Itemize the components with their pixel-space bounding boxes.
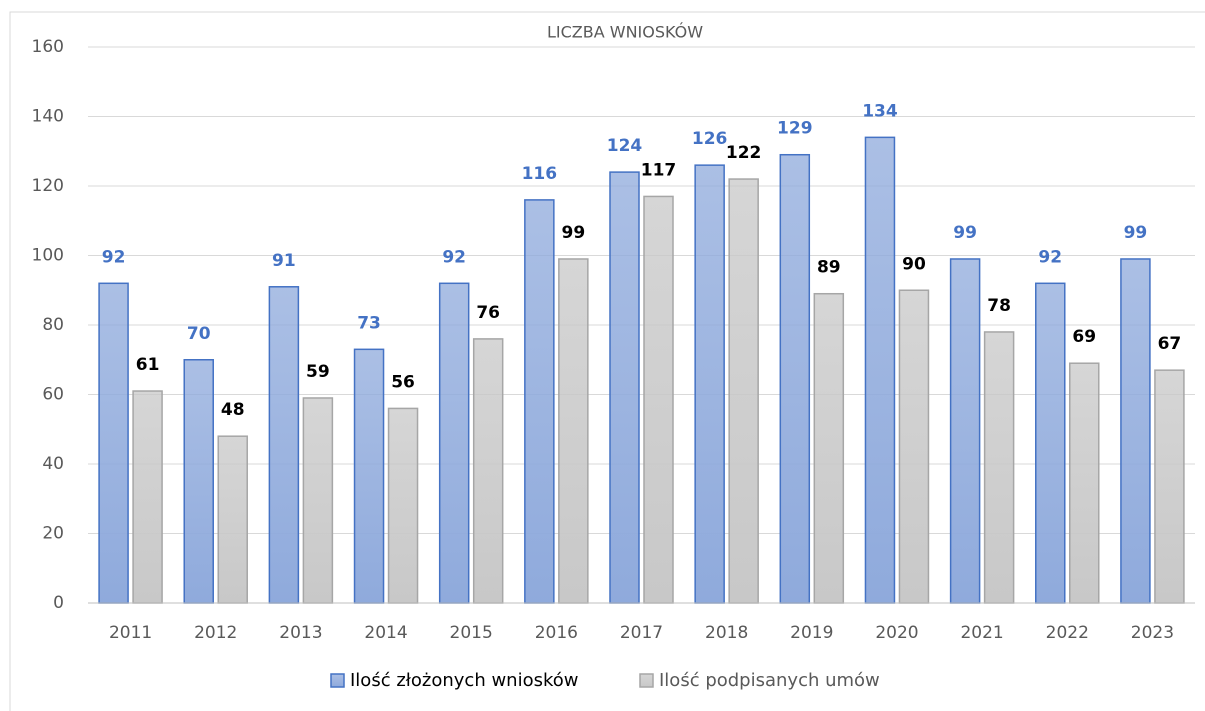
x-tick-label: 2022 [1046,623,1089,643]
bar [864,136,896,604]
x-tick-label: 2015 [450,623,493,643]
bar [813,292,845,604]
value-label: 92 [442,247,466,267]
legend-label: Ilość podpisanych umów [659,670,880,691]
x-tick-label: 2019 [790,623,833,643]
y-tick-label: 60 [42,385,64,405]
value-label: 48 [221,400,245,420]
bar [1069,362,1100,604]
bar [728,178,759,604]
y-tick-label: 120 [32,176,64,196]
bar [1120,258,1151,604]
x-tick-label: 2011 [109,623,152,643]
bar [1154,369,1185,604]
value-label: 59 [306,362,330,382]
y-tick-label: 0 [53,593,64,613]
bar [524,199,555,604]
value-label: 73 [357,313,381,333]
bar [643,195,674,604]
y-tick-label: 40 [42,454,64,474]
value-label: 99 [1124,223,1148,243]
bar [387,407,419,604]
value-label: 99 [953,223,977,243]
value-label: 92 [1038,247,1062,267]
y-tick-label: 140 [32,107,64,127]
x-tick-label: 2013 [279,623,322,643]
bar [217,435,248,604]
bar [472,338,504,604]
bar [779,153,811,604]
legend-swatch [639,673,654,688]
value-label: 122 [726,143,762,163]
chart-frame [9,11,1205,711]
value-label: 129 [777,119,813,139]
y-tick-label: 20 [42,524,64,544]
value-label: 67 [1158,334,1182,354]
bar [438,282,470,604]
value-label: 90 [902,254,926,274]
bar [949,258,981,604]
bar [98,282,129,604]
value-label: 124 [607,136,643,156]
bar [1035,282,1066,604]
value-label: 76 [476,303,500,323]
x-tick-label: 2014 [364,623,407,643]
value-label: 117 [641,160,677,180]
value-label: 126 [692,129,728,149]
value-label: 99 [562,223,586,243]
bar [353,348,385,604]
bar [609,171,640,604]
value-label: 91 [272,251,296,271]
x-tick-label: 2021 [960,623,1003,643]
bar [558,258,589,604]
x-tick-label: 2018 [705,623,748,643]
bar [268,286,300,604]
bar [302,397,334,604]
y-tick-label: 100 [32,246,64,266]
x-tick-label: 2012 [194,623,237,643]
bar [898,289,930,604]
x-tick-label: 2016 [535,623,578,643]
y-tick-label: 80 [42,315,64,335]
value-label: 56 [391,372,415,392]
value-label: 89 [817,258,841,278]
value-label: 61 [136,355,160,375]
value-label: 78 [987,296,1011,316]
x-tick-label: 2017 [620,623,663,643]
value-label: 69 [1072,327,1096,347]
legend-label: Ilość złożonych wniosków [350,670,578,691]
bar [132,390,163,604]
bar [983,331,1015,604]
bar [694,164,725,604]
bar [183,359,214,604]
value-label: 134 [862,101,898,121]
legend-swatch [330,673,345,688]
x-tick-label: 2023 [1131,623,1174,643]
value-label: 116 [522,164,558,184]
value-label: 70 [187,324,211,344]
y-tick-label: 160 [32,37,64,57]
chart-title: LICZBA WNIOSKÓW [547,23,703,42]
value-label: 92 [102,247,126,267]
x-tick-label: 2020 [875,623,918,643]
